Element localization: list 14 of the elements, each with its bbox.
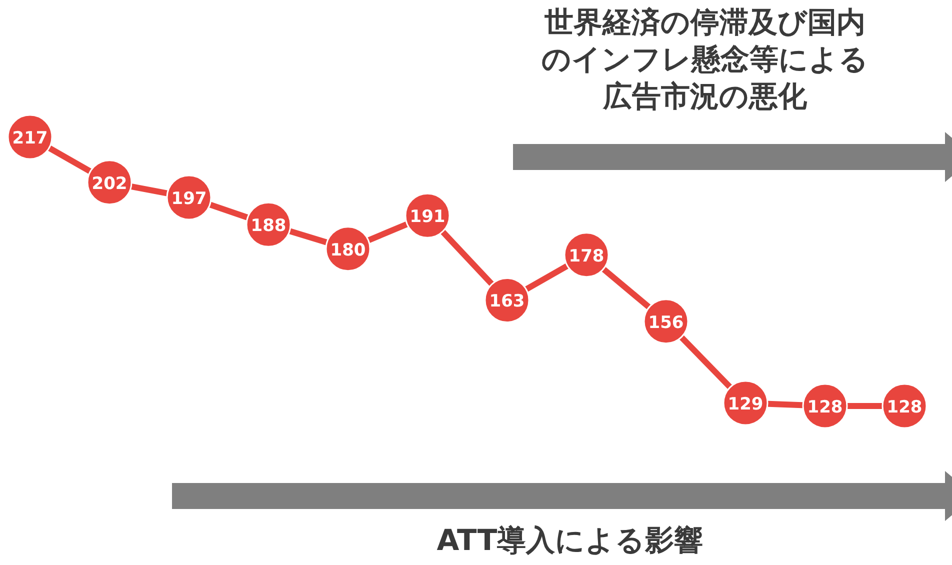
data-label: 197 <box>171 188 207 209</box>
data-label: 163 <box>489 292 525 312</box>
data-label: 129 <box>728 394 764 414</box>
data-label: 180 <box>330 240 366 260</box>
data-label: 191 <box>410 207 446 228</box>
data-label: 156 <box>648 312 684 333</box>
data-label: 178 <box>568 246 604 266</box>
data-label: 128 <box>807 398 843 418</box>
data-label: 188 <box>250 216 286 236</box>
text: ATT導入による影響 <box>436 522 704 559</box>
text: 世界経済の停滞及び国内のインフレ懸念等による広告市況の悪化 <box>540 4 870 114</box>
data-label: 128 <box>886 398 922 418</box>
data-label: 202 <box>92 174 128 194</box>
data-label: 217 <box>12 128 48 148</box>
